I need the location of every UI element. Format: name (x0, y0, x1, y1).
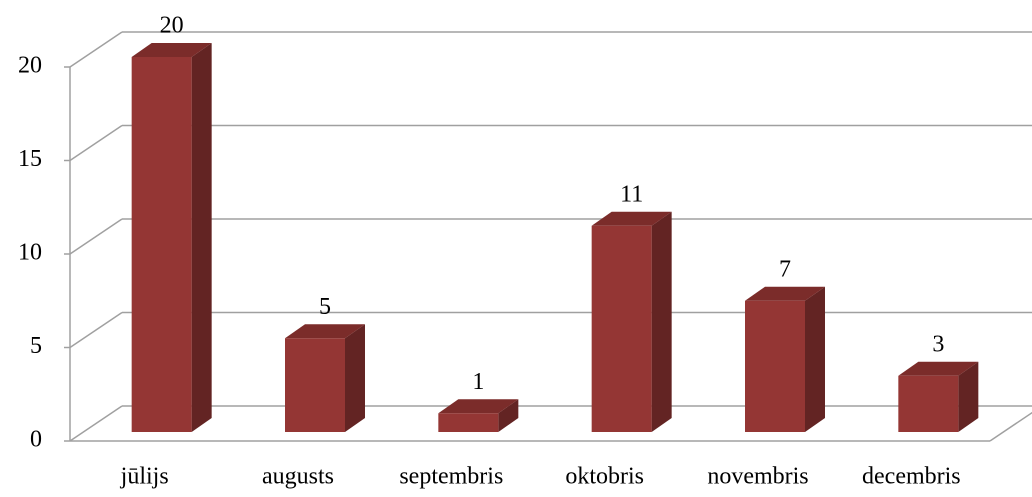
data-label: 20 (160, 13, 184, 39)
bar-top (898, 361, 979, 376)
x-tick-label: jūlijs (120, 464, 169, 490)
bar-side (191, 43, 212, 432)
grid-line (69, 311, 123, 349)
floor-edge (989, 411, 1032, 442)
bar-side (345, 324, 365, 432)
data-label: 7 (779, 256, 791, 282)
grid-line (69, 405, 123, 442)
x-tick-label: augusts (262, 464, 334, 490)
data-label: 11 (620, 181, 643, 207)
bar (898, 375, 959, 432)
grid-line (69, 124, 123, 162)
y-tick-label: 5 (30, 333, 42, 359)
data-label: 3 (932, 331, 944, 357)
bar (131, 57, 192, 432)
y-tick-label: 15 (18, 146, 42, 172)
bar (438, 413, 499, 432)
bar (745, 300, 805, 432)
y-tick-label: 0 (30, 427, 42, 453)
bar-top (438, 399, 519, 414)
data-label: 5 (319, 294, 331, 320)
y-tick-label: 10 (18, 240, 42, 266)
x-tick-label: novembris (707, 464, 808, 490)
bar-side (805, 286, 825, 432)
x-tick-label: decembris (862, 464, 961, 490)
x-tick-label: septembris (399, 464, 503, 490)
bar-top (285, 324, 365, 339)
bar (285, 338, 345, 432)
bar-top (745, 286, 825, 301)
bar-side (651, 211, 672, 432)
bar-side (498, 399, 519, 432)
grid-line (69, 218, 123, 255)
y-tick-label: 20 (18, 53, 42, 79)
data-label: 1 (472, 369, 484, 395)
bar-side (958, 361, 979, 432)
bar (591, 225, 652, 432)
x-tick-label: oktobris (565, 464, 644, 490)
bar-top (591, 211, 672, 226)
bar-top (131, 43, 212, 57)
grid-line (69, 31, 123, 68)
